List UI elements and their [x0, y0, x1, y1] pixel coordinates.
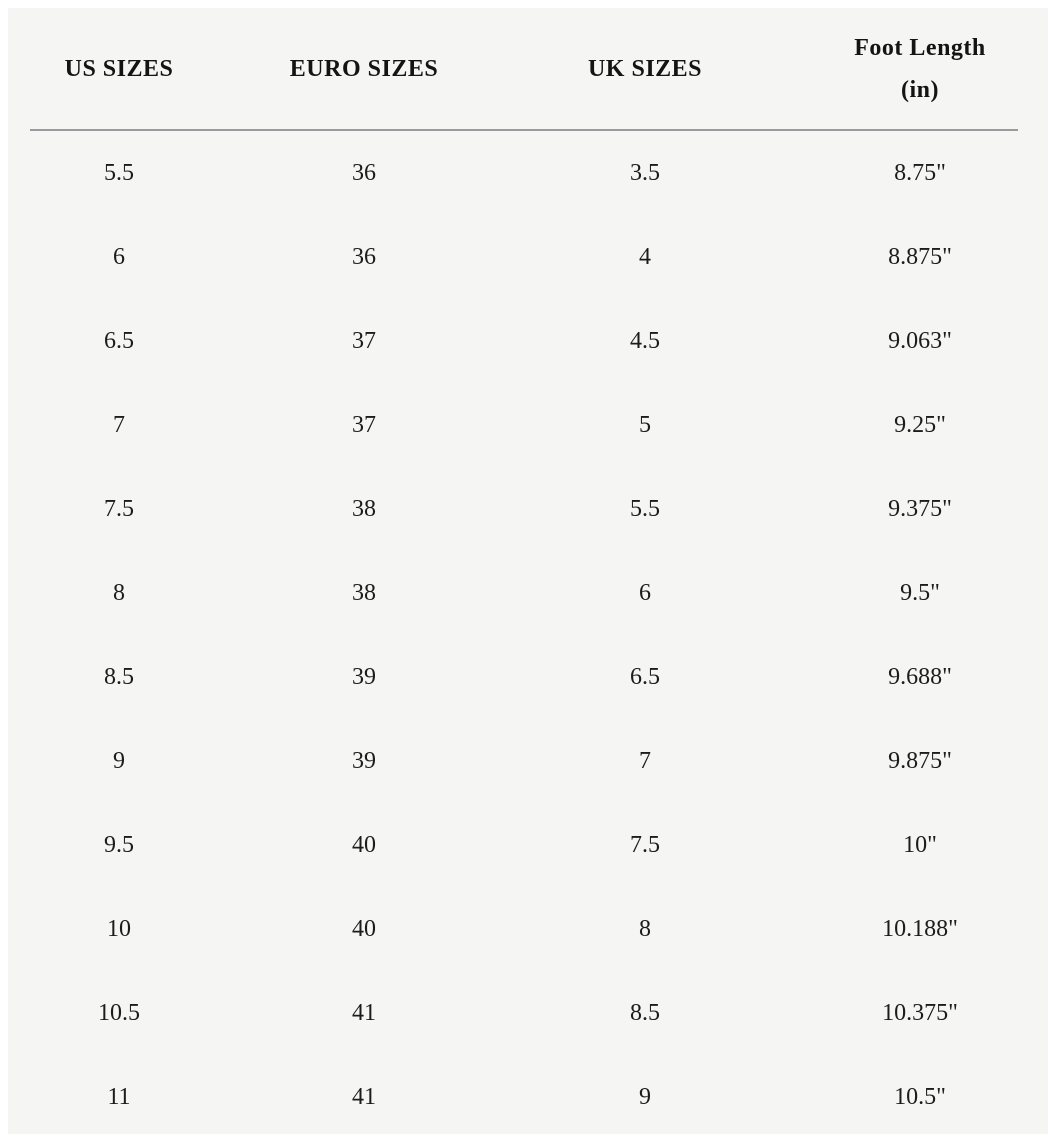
cell-us-size: 7.5: [104, 495, 134, 522]
cell-uk-size: 5: [639, 411, 651, 438]
table-row: 10.5 41 8.5 10.375": [8, 971, 1048, 1055]
cell-uk-size: 6.5: [630, 663, 660, 690]
cell-us-size: 8.5: [104, 663, 134, 690]
table-header-row: US SIZES EURO SIZES UK SIZES Foot Length…: [8, 8, 1048, 129]
cell-us-size: 6: [113, 243, 125, 270]
cell-us-size: 9: [113, 747, 125, 774]
cell-euro-size: 38: [352, 495, 376, 522]
cell-uk-size: 9: [639, 1083, 651, 1110]
column-header-euro-sizes: EURO SIZES: [289, 55, 439, 82]
shoe-size-conversion-table: US SIZES EURO SIZES UK SIZES Foot Length…: [8, 8, 1048, 1134]
cell-foot-length: 10.188": [882, 915, 958, 942]
cell-us-size: 6.5: [104, 327, 134, 354]
table-row: 7.5 38 5.5 9.375": [8, 467, 1048, 551]
cell-uk-size: 8.5: [630, 999, 660, 1026]
cell-us-size: 8: [113, 579, 125, 606]
cell-foot-length: 9.063": [888, 327, 952, 354]
table-row: 9.5 40 7.5 10": [8, 803, 1048, 887]
foot-length-line2: (in): [901, 76, 939, 103]
cell-euro-size: 37: [352, 327, 376, 354]
column-header-foot-length: Foot Length (in): [792, 27, 1048, 111]
table-row: 11 41 9 10.5": [8, 1055, 1048, 1134]
table-row: 7 37 5 9.25": [8, 383, 1048, 467]
cell-foot-length: 10": [903, 831, 937, 858]
cell-us-size: 5.5: [104, 159, 134, 186]
table-row: 5.5 36 3.5 8.75": [8, 131, 1048, 215]
cell-foot-length: 10.375": [882, 999, 958, 1026]
cell-foot-length: 9.25": [894, 411, 946, 438]
cell-euro-size: 39: [352, 663, 376, 690]
cell-foot-length: 9.875": [888, 747, 952, 774]
cell-foot-length: 8.875": [888, 243, 952, 270]
cell-euro-size: 39: [352, 747, 376, 774]
column-header-uk-sizes: UK SIZES: [587, 55, 703, 82]
cell-us-size: 9.5: [104, 831, 134, 858]
cell-euro-size: 40: [352, 915, 376, 942]
table-row: 8 38 6 9.5": [8, 551, 1048, 635]
cell-uk-size: 7: [639, 747, 651, 774]
cell-euro-size: 37: [352, 411, 376, 438]
table-row: 6 36 4 8.875": [8, 215, 1048, 299]
table-row: 6.5 37 4.5 9.063": [8, 299, 1048, 383]
header-divider-line: [30, 129, 1018, 131]
cell-uk-size: 8: [639, 915, 651, 942]
cell-foot-length: 9.5": [900, 579, 940, 606]
cell-uk-size: 3.5: [630, 159, 660, 186]
table-row: 10 40 8 10.188": [8, 887, 1048, 971]
cell-us-size: 11: [107, 1083, 131, 1110]
cell-us-size: 10: [107, 915, 131, 942]
table-row: 9 39 7 9.875": [8, 719, 1048, 803]
cell-euro-size: 36: [352, 243, 376, 270]
cell-foot-length: 10.5": [894, 1083, 946, 1110]
table-row: 8.5 39 6.5 9.688": [8, 635, 1048, 719]
cell-us-size: 10.5: [98, 999, 140, 1026]
cell-euro-size: 36: [352, 159, 376, 186]
cell-us-size: 7: [113, 411, 125, 438]
cell-euro-size: 38: [352, 579, 376, 606]
cell-euro-size: 41: [352, 1083, 376, 1110]
cell-foot-length: 9.375": [888, 495, 952, 522]
cell-uk-size: 6: [639, 579, 651, 606]
cell-uk-size: 4.5: [630, 327, 660, 354]
cell-uk-size: 4: [639, 243, 651, 270]
cell-euro-size: 40: [352, 831, 376, 858]
cell-uk-size: 5.5: [630, 495, 660, 522]
cell-euro-size: 41: [352, 999, 376, 1026]
cell-uk-size: 7.5: [630, 831, 660, 858]
column-header-us-sizes: US SIZES: [64, 55, 174, 82]
cell-foot-length: 9.688": [888, 663, 952, 690]
foot-length-line1: Foot Length: [854, 34, 986, 61]
size-chart-panel: US SIZES EURO SIZES UK SIZES Foot Length…: [8, 8, 1048, 1134]
cell-foot-length: 8.75": [894, 159, 946, 186]
